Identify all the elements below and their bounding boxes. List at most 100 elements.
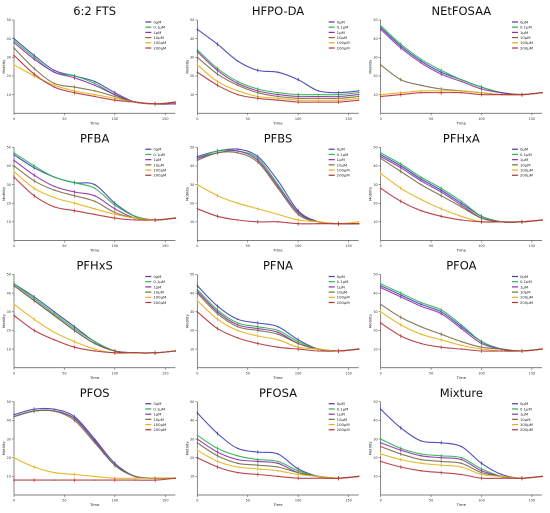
- data-point: [236, 458, 239, 461]
- legend-entry: 200μM: [337, 45, 350, 50]
- data-point: [114, 208, 116, 210]
- y-axis-label: Motility: [1, 186, 6, 201]
- data-point: [257, 473, 259, 476]
- data-point: [257, 322, 259, 324]
- data-point: [93, 95, 96, 98]
- data-point: [13, 170, 15, 173]
- data-point: [379, 303, 382, 306]
- legend-entry: 0.1μM: [153, 279, 165, 284]
- x-axis-label: Time: [456, 502, 467, 507]
- data-point: [93, 84, 96, 86]
- data-point: [500, 475, 503, 478]
- y-tick-label: 30: [190, 183, 194, 187]
- y-tick-label: 50: [190, 400, 194, 404]
- data-point: [317, 475, 320, 478]
- data-point: [317, 97, 320, 100]
- data-point: [53, 331, 56, 334]
- panel-2: NEtFOSAA 0 50 100 150 10 20 30 40 50 Time Motility 0…: [368, 4, 543, 125]
- data-point: [33, 299, 35, 302]
- data-point: [216, 460, 219, 463]
- legend-entry: 0μM: [153, 401, 161, 406]
- legend-entry: 200μM: [337, 300, 350, 305]
- data-point: [400, 316, 402, 319]
- x-tick-label: 150: [345, 371, 351, 375]
- legend-entry: 0.1μM: [153, 152, 165, 157]
- data-point: [379, 187, 382, 189]
- data-point: [420, 180, 422, 182]
- legend-entry: 10μM: [337, 417, 348, 422]
- data-point: [13, 415, 15, 418]
- y-tick-label: 10: [373, 93, 377, 97]
- panel-4: PFBS 0 50 100 150 10 20 30 40 50 Time Motility 0μM0.…: [184, 131, 360, 253]
- data-point: [33, 329, 35, 332]
- data-point: [236, 82, 239, 85]
- data-point: [440, 471, 442, 474]
- panel-5: PFHxA 0 50 100 150 10 20 30 40 50 Time Motility 0μM0…: [368, 131, 543, 253]
- data-point: [357, 97, 360, 100]
- data-point: [357, 223, 360, 225]
- data-point: [33, 410, 35, 412]
- data-point: [420, 342, 422, 345]
- data-point: [440, 339, 442, 341]
- x-axis-label: Time: [272, 375, 283, 380]
- legend-entry: 0μM: [337, 274, 345, 279]
- data-point: [73, 346, 76, 348]
- panel-0: 6:2 FTS 0 50 100 150 10 20 30 40 50 Time Motility 0μ…: [1, 4, 177, 125]
- x-axis-label: Time: [456, 120, 467, 125]
- x-tick-label: 50: [62, 499, 66, 503]
- legend-entry: 10μM: [520, 290, 531, 295]
- data-point: [337, 101, 340, 103]
- y-tick-label: 20: [7, 201, 11, 205]
- panel-7: PFNA 0 50 100 150 10 20 30 40 50 Time Motility 0μM0.…: [184, 259, 360, 380]
- series-line: [196, 28, 359, 94]
- data-point: [53, 408, 56, 410]
- data-point: [277, 213, 279, 216]
- y-tick-label: 30: [7, 437, 11, 441]
- data-point: [196, 442, 199, 444]
- data-point: [460, 202, 463, 204]
- series-line: [13, 283, 176, 354]
- data-point: [379, 95, 382, 98]
- data-point: [53, 69, 56, 72]
- y-axis-label: Motility: [368, 441, 373, 456]
- y-tick-label: 40: [7, 164, 11, 168]
- data-point: [53, 311, 56, 313]
- data-point: [216, 305, 219, 307]
- data-point: [420, 326, 422, 328]
- data-point: [13, 41, 15, 44]
- y-tick-label: 40: [373, 164, 377, 168]
- data-point: [13, 176, 15, 178]
- data-point: [73, 181, 76, 184]
- data-point: [196, 51, 199, 53]
- data-point: [13, 165, 15, 167]
- legend-entry: 1μM: [520, 30, 528, 35]
- data-point: [277, 453, 279, 455]
- data-point: [337, 477, 340, 479]
- data-point: [196, 284, 199, 287]
- data-point: [420, 60, 422, 62]
- y-axis-label: Motility: [184, 186, 189, 201]
- data-point: [196, 449, 199, 451]
- legend-entry: 1μM: [520, 284, 528, 289]
- data-point: [53, 312, 56, 315]
- data-point: [277, 462, 279, 464]
- data-point: [379, 28, 382, 31]
- series-line: [197, 442, 359, 479]
- data-point: [500, 221, 503, 223]
- y-tick-label: 50: [373, 273, 377, 277]
- data-point: [236, 326, 239, 328]
- data-point: [216, 84, 219, 86]
- y-tick-label: 30: [373, 437, 377, 441]
- x-tick-label: 100: [112, 371, 118, 375]
- panel-6: PFHxS 0 50 100 150 10 20 30 40 50 Time Motility 0μM0…: [1, 259, 177, 380]
- series-line: [13, 457, 176, 479]
- data-point: [297, 342, 299, 345]
- y-tick-label: 20: [7, 74, 11, 78]
- y-tick-label: 50: [373, 145, 377, 149]
- data-point: [357, 221, 360, 223]
- x-tick-label: 100: [295, 117, 301, 121]
- data-point: [277, 466, 279, 468]
- x-tick-label: 100: [112, 244, 118, 248]
- data-point: [541, 475, 543, 478]
- legend-entry: 200μM: [520, 45, 533, 50]
